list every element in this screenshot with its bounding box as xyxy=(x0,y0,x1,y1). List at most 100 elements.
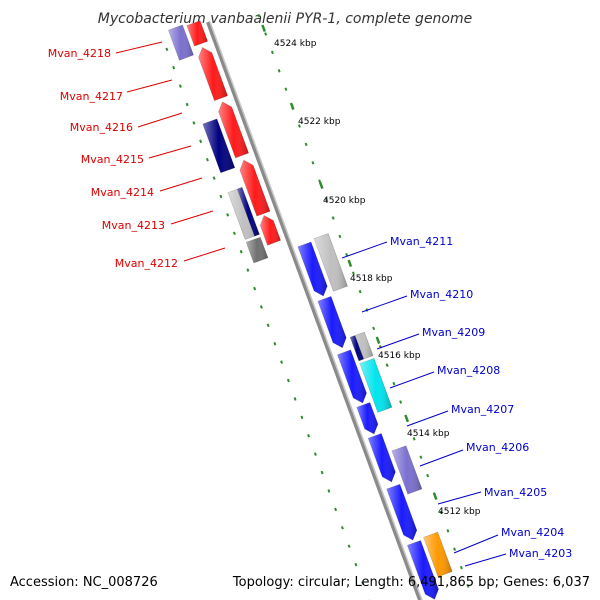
leader-line-4204 xyxy=(453,534,499,554)
gene-label-mvan-4210[interactable]: Mvan_4210 xyxy=(410,288,473,301)
tick-label-4518: 4518 kbp xyxy=(350,274,393,284)
leader-line-4217 xyxy=(126,79,173,93)
cds-mvan-4216-shading xyxy=(218,101,249,158)
right-tick-dot xyxy=(284,87,288,91)
gene-label-mvan-4213[interactable]: Mvan_4213 xyxy=(102,219,165,232)
left-tick-dot xyxy=(226,213,230,217)
right-tick-dot xyxy=(358,289,362,294)
gene-label-mvan-4209[interactable]: Mvan_4209 xyxy=(422,326,485,339)
gene-label-mvan-4205[interactable]: Mvan_4205 xyxy=(484,486,547,499)
cds-mvan-4218-red[interactable] xyxy=(186,20,208,47)
cds-mvan-4218-red-shading xyxy=(186,20,208,47)
left-tick-dot xyxy=(327,489,331,493)
tick-label-4516: 4516 kbp xyxy=(378,351,421,361)
leader-line-4215 xyxy=(148,145,192,159)
cds-features xyxy=(168,20,453,600)
right-tick-dot xyxy=(324,197,328,202)
left-tick-dot xyxy=(361,581,365,585)
forward-gene-labels: Mvan_4211 Mvan_4210 Mvan_4209 Mvan_4208 … xyxy=(341,235,572,567)
left-tick-dot xyxy=(192,121,196,125)
map-title: Mycobacterium vanbaalenii PYR-1, complet… xyxy=(98,11,473,27)
gene-label-mvan-4211[interactable]: Mvan_4211 xyxy=(390,235,453,248)
scale-tick-marks xyxy=(165,13,470,600)
cds-mvan-4214[interactable] xyxy=(239,159,271,217)
gene-label-mvan-4215[interactable]: Mvan_4215 xyxy=(81,153,144,166)
right-tick-dot xyxy=(412,437,416,441)
left-tick-dot xyxy=(205,157,209,162)
leader-line-4214 xyxy=(159,177,203,192)
major-tick-2 xyxy=(318,181,324,190)
right-tick-dot xyxy=(270,50,274,55)
right-tick-dot xyxy=(419,455,423,459)
gene-label-mvan-4208[interactable]: Mvan_4208 xyxy=(437,364,500,377)
right-tick-dot xyxy=(264,32,268,36)
cds-mvan-4213-shading xyxy=(260,215,281,246)
right-tick-dot xyxy=(439,510,443,515)
cds-mvan-4214-shading xyxy=(239,160,270,217)
cds-mvan-4212[interactable] xyxy=(245,236,269,264)
right-tick-dot xyxy=(297,124,301,128)
cds-mvan-4211-gray-shading xyxy=(314,233,348,292)
cds-mvan-4210-shading xyxy=(317,296,347,348)
cds-mvan-4213[interactable] xyxy=(259,215,281,246)
cds-mvan-4209-navy[interactable] xyxy=(349,335,364,362)
cds-mvan-4208-blue[interactable] xyxy=(337,349,367,404)
gene-label-mvan-4218[interactable]: Mvan_4218 xyxy=(48,47,111,60)
left-tick-dot xyxy=(253,286,257,291)
tick-label-4524: 4524 kbp xyxy=(274,39,317,49)
right-tick-dot xyxy=(453,547,457,551)
gene-label-mvan-4216[interactable]: Mvan_4216 xyxy=(70,121,133,134)
leader-line-4216 xyxy=(137,112,183,128)
cds-mvan-4204[interactable] xyxy=(423,531,453,578)
cds-mvan-4214-navy-edge-shading xyxy=(237,187,260,237)
gene-label-mvan-4206[interactable]: Mvan_4206 xyxy=(466,441,529,454)
cds-mvan-4215-navy[interactable] xyxy=(202,118,236,174)
cds-mvan-4207[interactable] xyxy=(356,402,379,435)
right-tick-dot xyxy=(392,381,396,386)
leader-line-4205 xyxy=(437,491,482,505)
gene-label-mvan-4204[interactable]: Mvan_4204 xyxy=(501,526,564,539)
right-tick-dot xyxy=(338,234,342,239)
gene-label-mvan-4203[interactable]: Mvan_4203 xyxy=(509,547,572,560)
cds-mvan-4205[interactable] xyxy=(386,483,418,541)
gene-label-mvan-4214[interactable]: Mvan_4214 xyxy=(91,186,154,199)
left-tick-dot xyxy=(313,452,317,456)
left-tick-dot xyxy=(246,268,250,272)
leader-line-4203 xyxy=(464,553,507,567)
cds-mvan-4205-shading xyxy=(386,484,417,541)
major-tick-1 xyxy=(289,102,295,111)
left-tick-dot xyxy=(354,562,358,567)
gene-label-mvan-4217[interactable]: Mvan_4217 xyxy=(60,90,123,103)
right-tick-dot xyxy=(459,565,463,570)
cds-mvan-4206-lavender[interactable] xyxy=(391,445,423,495)
cds-mvan-4203[interactable] xyxy=(407,540,439,600)
major-tick-3 xyxy=(347,259,353,268)
cds-mvan-4214-navy-edge[interactable] xyxy=(236,187,260,237)
accession-text: Accession: NC_008726 xyxy=(10,575,158,590)
genome-summary-text: Topology: circular; Length: 6,491,865 bp… xyxy=(232,575,590,590)
leader-line-4207 xyxy=(406,410,449,427)
cds-mvan-4208-blue-shading xyxy=(337,349,367,403)
cds-mvan-4211-blue[interactable] xyxy=(297,241,328,297)
left-tick-dot xyxy=(219,194,223,199)
cds-mvan-4217[interactable] xyxy=(198,47,228,101)
cds-mvan-4210[interactable] xyxy=(317,296,347,349)
cds-mvan-4206[interactable] xyxy=(367,433,396,483)
left-tick-dot xyxy=(340,526,344,530)
major-tick-6 xyxy=(432,492,438,501)
cds-mvan-4215-navy-shading xyxy=(202,118,235,173)
cds-mvan-4216[interactable] xyxy=(218,101,249,159)
cds-mvan-4209-navy-shading xyxy=(350,335,364,361)
gene-label-mvan-4212[interactable]: Mvan_4212 xyxy=(115,257,178,270)
genome-backbone xyxy=(206,21,422,600)
leader-line-4209 xyxy=(376,333,420,350)
right-tick-dot xyxy=(311,161,315,165)
left-tick-dot xyxy=(232,231,236,236)
leader-line-4210 xyxy=(361,295,408,313)
left-tick-dot xyxy=(320,470,324,475)
cds-mvan-4218-lavender[interactable] xyxy=(168,24,194,61)
gene-label-mvan-4207[interactable]: Mvan_4207 xyxy=(451,403,514,416)
cds-mvan-4211-gray[interactable] xyxy=(313,233,348,292)
cds-mvan-4208-cyan[interactable] xyxy=(359,358,393,413)
left-tick-dot xyxy=(266,323,270,328)
